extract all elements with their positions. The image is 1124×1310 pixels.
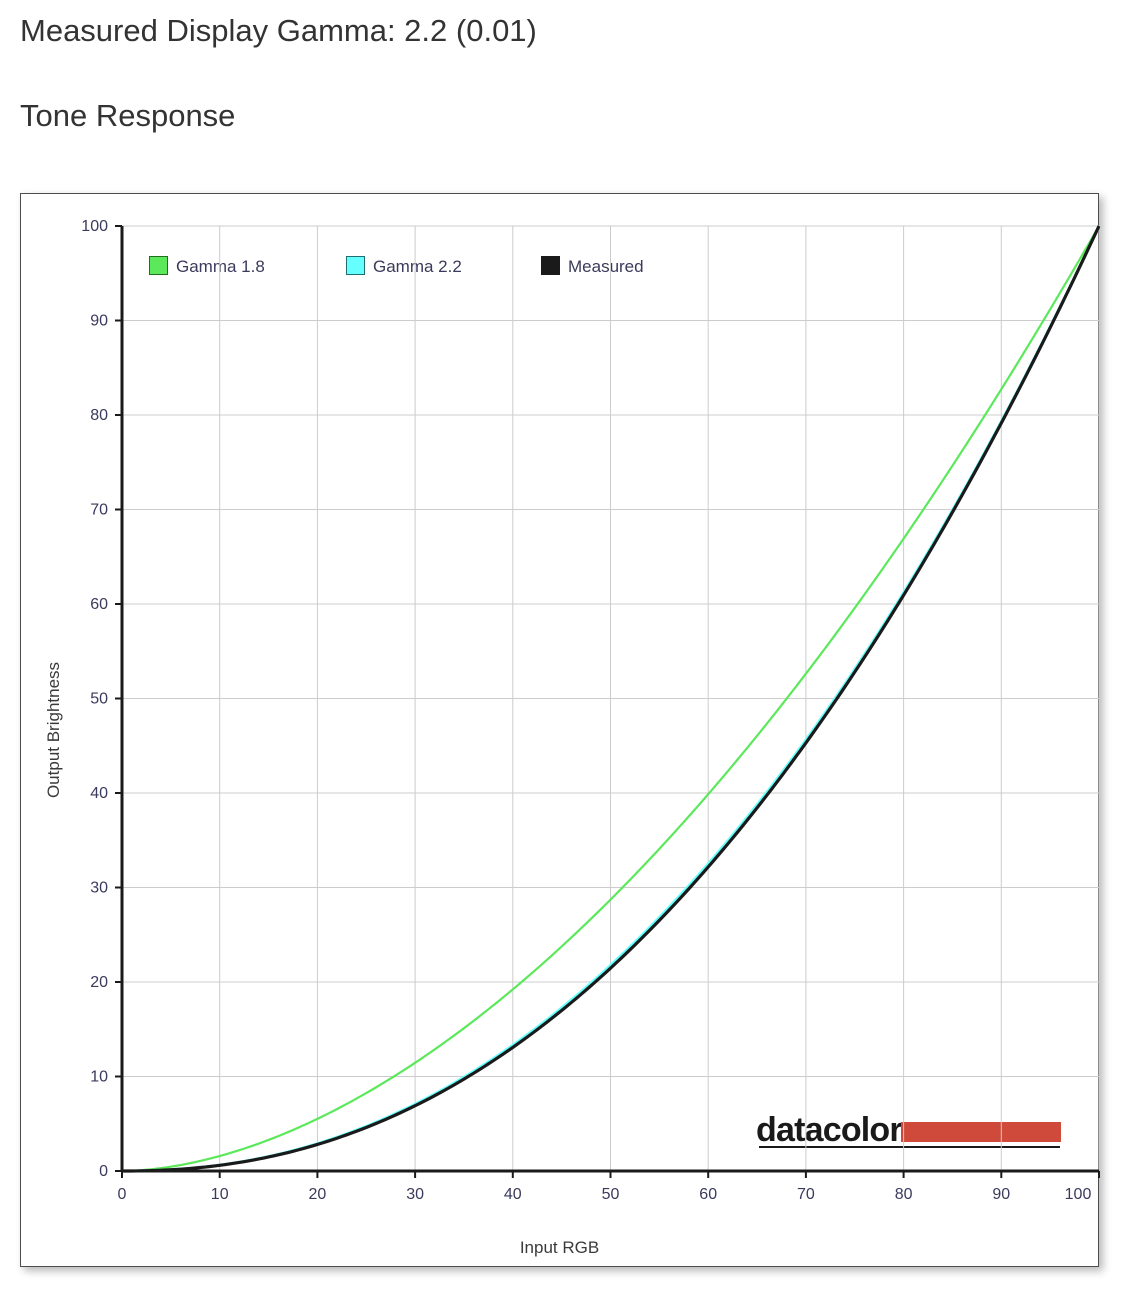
svg-text:10: 10 [90, 1069, 108, 1086]
svg-text:20: 20 [90, 974, 108, 991]
svg-text:0: 0 [99, 1163, 108, 1180]
svg-text:70: 70 [90, 502, 108, 519]
svg-text:70: 70 [797, 1186, 815, 1203]
svg-text:40: 40 [504, 1186, 522, 1203]
svg-text:90: 90 [992, 1186, 1010, 1203]
svg-text:30: 30 [406, 1186, 424, 1203]
svg-text:0: 0 [118, 1186, 127, 1203]
svg-text:30: 30 [90, 880, 108, 897]
svg-text:60: 60 [90, 596, 108, 613]
svg-text:40: 40 [90, 785, 108, 802]
svg-text:80: 80 [895, 1186, 913, 1203]
svg-text:60: 60 [699, 1186, 717, 1203]
svg-text:100: 100 [1065, 1186, 1092, 1203]
svg-text:90: 90 [90, 313, 108, 330]
svg-text:50: 50 [602, 1186, 620, 1203]
svg-text:20: 20 [309, 1186, 327, 1203]
svg-text:50: 50 [90, 691, 108, 708]
svg-text:80: 80 [90, 407, 108, 424]
svg-text:100: 100 [81, 218, 108, 235]
svg-text:10: 10 [211, 1186, 229, 1203]
